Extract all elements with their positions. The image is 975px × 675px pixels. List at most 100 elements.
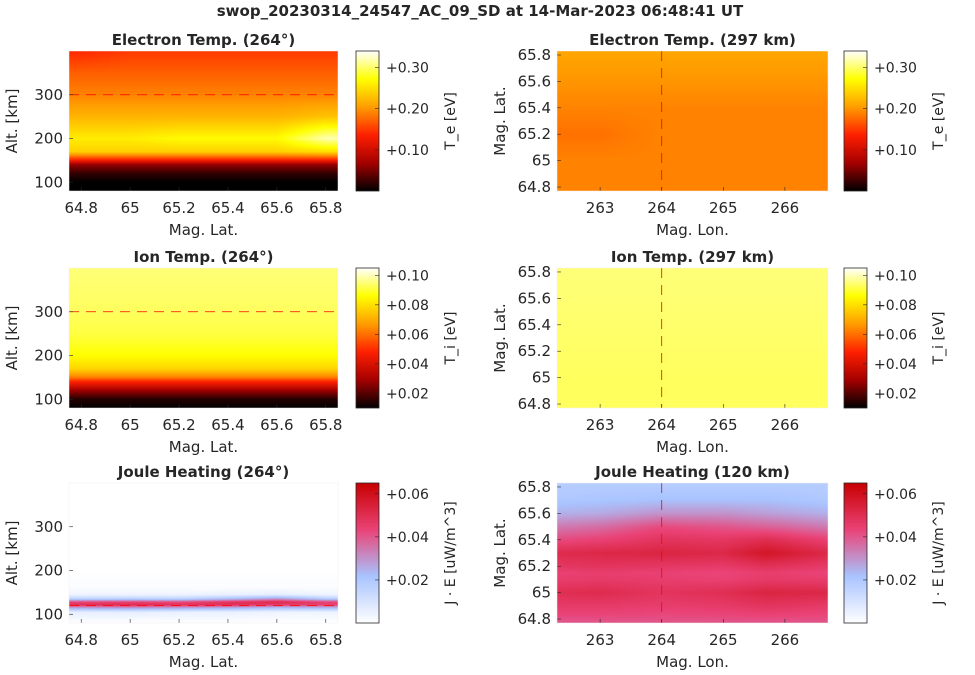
colorbar-tick-label: +0.08 — [874, 298, 917, 314]
axes-frame — [68, 50, 339, 192]
y-tick-label: 65.6 — [518, 289, 551, 307]
panel-5: 64.8 65 65.2 65.4 65.6 65.8 100 200 300 Joule Hea… — [3, 463, 459, 671]
y-tick-label: 65.4 — [518, 99, 551, 117]
colorbar-tick-label: +0.10 — [874, 143, 917, 159]
x-tick-label: 65.8 — [309, 631, 342, 649]
x-tick-label: 265 — [709, 199, 738, 217]
heatmap-image — [69, 51, 338, 191]
colorbar-tick-label: +0.30 — [386, 60, 429, 76]
y-tick-label: 64.8 — [518, 610, 551, 628]
colorbar-label: T_i [eV] — [931, 311, 947, 365]
x-tick-label: 263 — [586, 199, 615, 217]
y-tick-label: 65.2 — [518, 342, 551, 360]
y-tick-label: 100 — [34, 605, 63, 623]
x-axis-label: Mag. Lat. — [169, 653, 238, 671]
x-tick-label: 65.6 — [260, 199, 293, 217]
x-tick-label: 65.2 — [162, 199, 195, 217]
x-tick-label: 264 — [647, 631, 676, 649]
x-tick-label: 266 — [771, 416, 800, 434]
colorbar-frame — [843, 267, 868, 409]
x-tick-label: 65.2 — [162, 631, 195, 649]
panel-6: 263 264 265 266 64.8 65 65.2 65.4 65.6 65.8 Joule … — [491, 463, 947, 671]
x-axis-label: Mag. Lon. — [656, 221, 729, 239]
colorbar-frame — [355, 50, 380, 192]
heatmap-image — [557, 483, 828, 623]
panel-title: Electron Temp. (297 km) — [589, 31, 796, 49]
colorbar-tick-label: +0.20 — [874, 102, 917, 118]
x-tick-label: 65 — [121, 199, 140, 217]
colorbar-tick-label: +0.04 — [874, 357, 917, 373]
colorbar-gradient — [844, 268, 867, 408]
y-axis-label: Mag. Lat. — [491, 303, 509, 372]
panel-4: 263 264 265 266 64.8 65 65.2 65.4 65.6 65.8 Ion Te… — [491, 248, 947, 456]
panel-title: Electron Temp. (264°) — [112, 31, 295, 49]
colorbar-frame — [355, 267, 380, 409]
x-tick-label: 65.8 — [309, 416, 342, 434]
x-axis-label: Mag. Lat. — [169, 221, 238, 239]
colorbar-tick-label: +0.04 — [386, 530, 429, 546]
colorbar-tick-label: +0.06 — [874, 327, 917, 343]
x-tick-label: 266 — [771, 631, 800, 649]
colorbar-tick-label: +0.06 — [386, 487, 429, 503]
colorbar-frame — [843, 50, 868, 192]
panel-2: 263 264 265 266 64.8 65 65.2 65.4 65.6 65.8 Electr… — [491, 31, 947, 239]
y-tick-label: 65 — [532, 369, 551, 387]
y-tick-label: 64.8 — [518, 178, 551, 196]
y-tick-label: 65 — [532, 584, 551, 602]
x-axis-label: Mag. Lat. — [169, 438, 238, 456]
colorbar-gradient — [844, 51, 867, 191]
x-tick-label: 65.8 — [309, 199, 342, 217]
y-tick-label: 64.8 — [518, 395, 551, 413]
axes-frame — [68, 267, 339, 409]
panel-title: Ion Temp. (297 km) — [611, 248, 774, 266]
heatmap-image — [557, 51, 828, 191]
x-tick-label: 264 — [647, 416, 676, 434]
x-tick-label: 64.8 — [65, 199, 98, 217]
y-axis-label: Alt. [km] — [3, 306, 21, 371]
colorbar-gradient — [356, 268, 379, 408]
x-tick-label: 263 — [586, 416, 615, 434]
y-tick-label: 300 — [34, 518, 63, 536]
colorbar-gradient — [356, 51, 379, 191]
y-tick-label: 200 — [34, 562, 63, 580]
colorbar-tick-label: +0.02 — [874, 386, 917, 402]
x-axis-label: Mag. Lon. — [656, 438, 729, 456]
x-tick-label: 65.2 — [162, 416, 195, 434]
colorbar-gradient — [844, 483, 867, 623]
y-axis-label: Mag. Lat. — [491, 86, 509, 155]
y-tick-label: 300 — [34, 86, 63, 104]
x-tick-label: 65 — [121, 416, 140, 434]
colorbar-tick-label: +0.08 — [386, 298, 429, 314]
y-tick-label: 65.2 — [518, 125, 551, 143]
x-tick-label: 64.8 — [65, 631, 98, 649]
x-tick-label: 65.6 — [260, 631, 293, 649]
x-axis-label: Mag. Lon. — [656, 653, 729, 671]
colorbar-tick-label: +0.02 — [386, 386, 429, 402]
colorbar-tick-label: +0.10 — [386, 268, 429, 284]
y-axis-label: Mag. Lat. — [491, 518, 509, 587]
colorbar-label: T_i [eV] — [443, 311, 459, 365]
colorbar-tick-label: +0.30 — [874, 60, 917, 76]
x-tick-label: 265 — [709, 631, 738, 649]
y-tick-label: 65.8 — [518, 263, 551, 281]
colorbar-label: T_e [eV] — [931, 92, 947, 151]
colorbar-tick-label: +0.04 — [386, 357, 429, 373]
axes-frame — [68, 482, 339, 624]
heatmap-image — [557, 268, 828, 408]
colorbar-frame — [843, 482, 868, 624]
colorbar-tick-label: +0.06 — [386, 327, 429, 343]
y-tick-label: 65.4 — [518, 531, 551, 549]
x-tick-label: 65.4 — [211, 199, 244, 217]
axes-frame — [556, 482, 829, 624]
colorbar-tick-label: +0.10 — [386, 143, 429, 159]
heatmap-image — [69, 483, 338, 623]
y-tick-label: 100 — [34, 390, 63, 408]
y-tick-label: 65.2 — [518, 557, 551, 575]
y-tick-label: 100 — [34, 173, 63, 191]
y-tick-label: 65.8 — [518, 46, 551, 64]
colorbar-label: T_e [eV] — [443, 92, 459, 151]
y-tick-label: 65.6 — [518, 72, 551, 90]
axes-frame — [556, 267, 829, 409]
colorbar-tick-label: +0.02 — [874, 573, 917, 589]
